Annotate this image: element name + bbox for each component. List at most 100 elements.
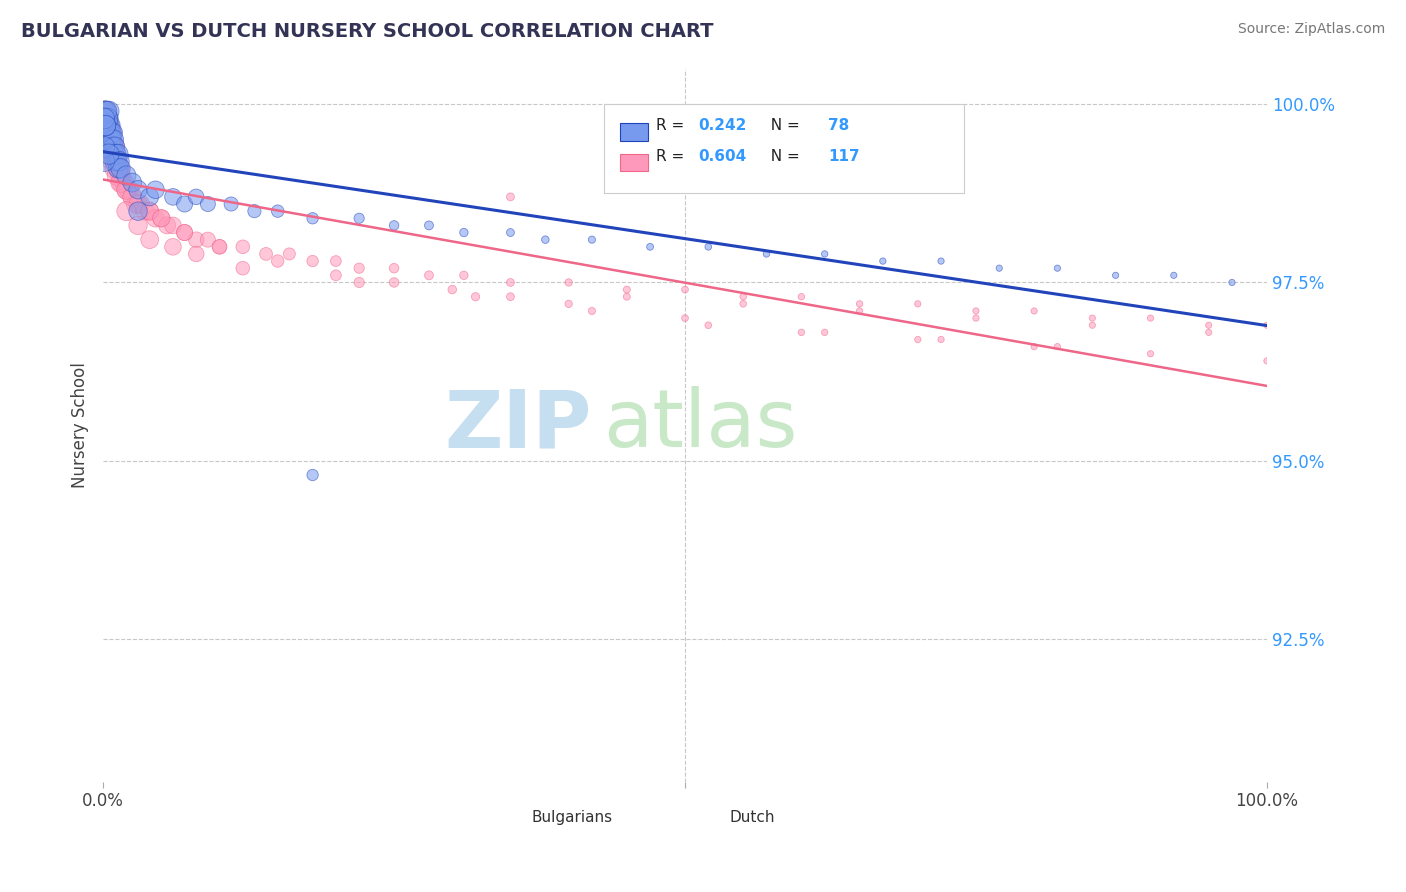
Point: [138, 233, 160, 247]
Point: [97, 147, 120, 161]
Point: [848, 297, 870, 311]
Point: [907, 333, 929, 347]
Point: [1198, 318, 1220, 333]
Point: [499, 290, 522, 304]
Point: [499, 276, 522, 290]
Point: [929, 254, 952, 268]
Point: [118, 183, 141, 197]
Point: [453, 268, 475, 283]
Point: [96, 133, 118, 147]
Point: [138, 190, 160, 204]
Point: [96, 119, 118, 133]
Point: [104, 147, 127, 161]
Point: [93, 112, 115, 126]
Point: [96, 126, 118, 140]
Point: [97, 119, 120, 133]
Point: [97, 133, 120, 147]
Point: [907, 297, 929, 311]
Point: [1139, 347, 1161, 361]
Y-axis label: Nursery School: Nursery School: [72, 362, 89, 488]
Point: [105, 169, 128, 183]
Point: [93, 112, 115, 126]
Point: [673, 283, 696, 297]
Point: [93, 126, 115, 140]
Point: [104, 147, 127, 161]
Point: [110, 161, 132, 176]
Point: [790, 326, 813, 340]
Point: [301, 254, 323, 268]
Point: [347, 276, 370, 290]
Text: BULGARIAN VS DUTCH NURSERY SCHOOL CORRELATION CHART: BULGARIAN VS DUTCH NURSERY SCHOOL CORREL…: [21, 22, 714, 41]
FancyBboxPatch shape: [486, 809, 523, 829]
Point: [107, 147, 129, 161]
Point: [94, 104, 117, 119]
Point: [101, 133, 124, 147]
Point: [1220, 276, 1243, 290]
Point: [208, 240, 231, 254]
Point: [441, 283, 464, 297]
Point: [150, 211, 173, 226]
Point: [208, 240, 231, 254]
Point: [1198, 326, 1220, 340]
Text: R =: R =: [657, 149, 689, 164]
Point: [1256, 318, 1278, 333]
Text: ZIP: ZIP: [444, 386, 592, 464]
Point: [755, 247, 778, 261]
Point: [1139, 311, 1161, 326]
Point: [98, 119, 121, 133]
Point: [301, 468, 323, 483]
Point: [115, 183, 138, 197]
Point: [173, 226, 195, 240]
Point: [96, 112, 118, 126]
Point: [97, 119, 120, 133]
Point: [94, 119, 117, 133]
Point: [1256, 354, 1278, 368]
Point: [101, 154, 124, 169]
Point: [301, 211, 323, 226]
Point: [93, 119, 115, 133]
Point: [1024, 340, 1046, 354]
Point: [100, 147, 122, 161]
Point: [162, 190, 184, 204]
Point: [267, 254, 290, 268]
Text: 0.242: 0.242: [697, 118, 747, 133]
Point: [1163, 268, 1185, 283]
Point: [112, 176, 135, 190]
Point: [97, 133, 120, 147]
Text: Bulgarians: Bulgarians: [531, 810, 613, 825]
Point: [814, 326, 837, 340]
Point: [965, 304, 987, 318]
Point: [93, 112, 115, 126]
Point: [616, 283, 638, 297]
Point: [101, 126, 124, 140]
Point: [103, 140, 125, 154]
Point: [929, 333, 952, 347]
Point: [1024, 304, 1046, 318]
Point: [499, 190, 522, 204]
Point: [382, 276, 405, 290]
Point: [100, 140, 122, 154]
Point: [98, 140, 121, 154]
Point: [134, 204, 156, 219]
Point: [418, 219, 440, 233]
Point: [110, 169, 132, 183]
Point: [1104, 268, 1126, 283]
Point: [94, 119, 117, 133]
Point: [93, 140, 115, 154]
Point: [97, 133, 120, 147]
Point: [267, 204, 290, 219]
Point: [97, 126, 120, 140]
Point: [98, 126, 121, 140]
Point: [1046, 261, 1069, 276]
Point: [127, 204, 149, 219]
Point: [103, 147, 125, 161]
Point: [94, 104, 117, 119]
Point: [581, 233, 603, 247]
Text: 0.604: 0.604: [697, 149, 747, 164]
Point: [110, 176, 132, 190]
Point: [219, 197, 242, 211]
Point: [94, 119, 117, 133]
Point: [104, 154, 127, 169]
Point: [418, 268, 440, 283]
Text: atlas: atlas: [603, 386, 799, 464]
